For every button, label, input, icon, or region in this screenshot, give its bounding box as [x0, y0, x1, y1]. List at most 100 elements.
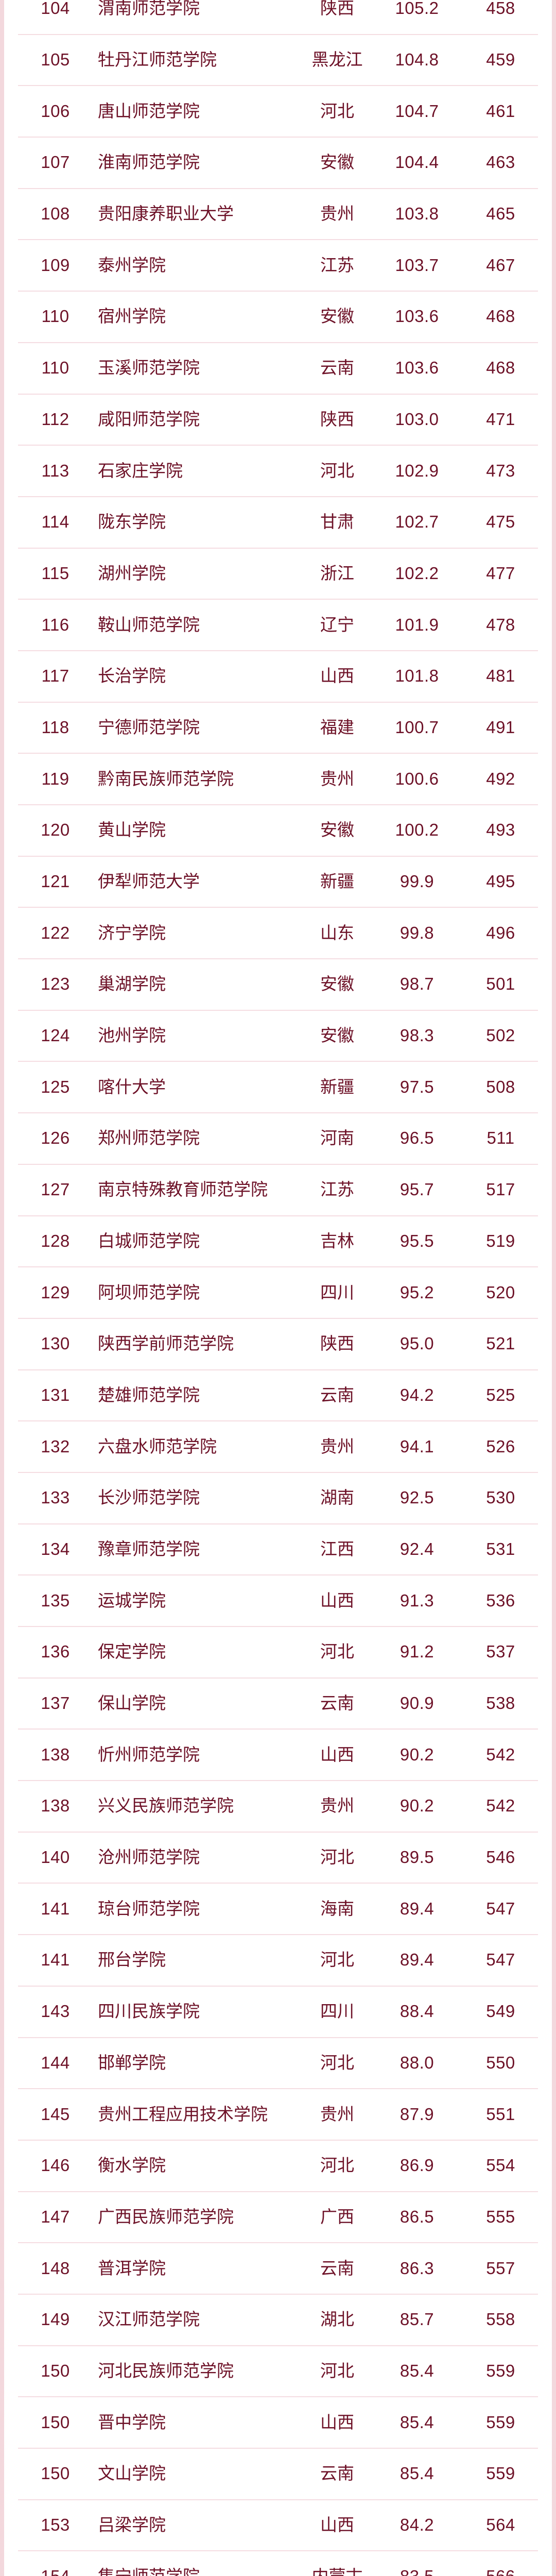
table-row[interactable]: 143 四川民族学院 四川 88.4 549 [0, 1985, 556, 2037]
cell-national-rank: 468 [486, 307, 515, 326]
cell-national-rank: 496 [486, 923, 515, 942]
cell-province: 江苏 [320, 1180, 354, 1199]
table-row[interactable]: 109 泰州学院 江苏 103.7 467 [0, 239, 556, 291]
table-row[interactable]: 137 保山学院 云南 90.9 538 [0, 1677, 556, 1729]
cell-score: 95.7 [399, 1180, 435, 1199]
cell-score: 91.3 [399, 1590, 435, 1610]
table-row[interactable]: 140 沧州师范学院 河北 89.5 546 [0, 1831, 556, 1883]
cell-score: 102.9 [395, 461, 439, 480]
table-row[interactable]: 149 汉江师范学院 湖北 85.7 558 [0, 2293, 556, 2345]
cell-university-name: 长沙师范学院 [98, 1488, 200, 1507]
cell-score: 91.2 [399, 1642, 435, 1662]
table-row[interactable]: 126 郑州师范学院 河南 96.5 511 [0, 1112, 556, 1164]
table-row[interactable]: 124 池州学院 安徽 98.3 502 [0, 1009, 556, 1061]
table-row[interactable]: 121 伊犁师范大学 新疆 99.9 495 [0, 855, 556, 907]
table-row[interactable]: 130 陕西学前师范学院 陕西 95.0 521 [0, 1317, 556, 1369]
table-row[interactable]: 110 玉溪师范学院 云南 103.6 468 [0, 342, 556, 394]
table-row[interactable]: 104 渭南师范学院 陕西 105.2 458 [0, 0, 556, 34]
table-row[interactable]: 131 楚雄师范学院 云南 94.2 525 [0, 1369, 556, 1421]
cell-rank: 123 [41, 974, 70, 994]
cell-national-rank: 473 [486, 461, 515, 480]
table-row[interactable]: 150 河北民族师范学院 河北 85.4 559 [0, 2345, 556, 2397]
cell-rank: 118 [41, 717, 70, 737]
cell-score: 103.6 [395, 358, 439, 378]
cell-university-name: 楚雄师范学院 [98, 1385, 200, 1404]
cell-rank: 138 [41, 1744, 70, 1764]
cell-national-rank: 559 [486, 2361, 515, 2380]
table-row[interactable]: 133 长沙师范学院 湖南 92.5 530 [0, 1471, 556, 1523]
cell-score: 86.3 [399, 2258, 435, 2278]
cell-national-rank: 493 [486, 820, 515, 840]
table-row[interactable]: 108 贵阳康养职业大学 贵州 103.8 465 [0, 188, 556, 240]
table-row[interactable]: 138 忻州师范学院 山西 90.2 542 [0, 1728, 556, 1780]
table-row[interactable]: 125 喀什大学 新疆 97.5 508 [0, 1061, 556, 1112]
table-row[interactable]: 134 豫章师范学院 江西 92.4 531 [0, 1523, 556, 1575]
table-row[interactable]: 117 长治学院 山西 101.8 481 [0, 650, 556, 702]
cell-score: 98.7 [399, 974, 435, 994]
table-row[interactable]: 129 阿坝师范学院 四川 95.2 520 [0, 1266, 556, 1318]
table-row[interactable]: 136 保定学院 河北 91.2 537 [0, 1626, 556, 1677]
table-row[interactable]: 123 巢湖学院 安徽 98.7 501 [0, 958, 556, 1010]
table-row[interactable]: 110 宿州学院 安徽 103.6 468 [0, 291, 556, 342]
cell-province: 云南 [320, 1385, 354, 1404]
table-row[interactable]: 120 黄山学院 安徽 100.2 493 [0, 804, 556, 856]
table-row[interactable]: 115 湖州学院 浙江 102.2 477 [0, 547, 556, 599]
cell-national-rank: 468 [486, 358, 515, 378]
table-row[interactable]: 148 普洱学院 云南 86.3 557 [0, 2242, 556, 2294]
cell-rank: 136 [41, 1642, 70, 1662]
table-row[interactable]: 114 陇东学院 甘肃 102.7 475 [0, 496, 556, 548]
table-row[interactable]: 153 吕梁学院 山西 84.2 564 [0, 2499, 556, 2551]
table-row[interactable]: 146 衡水学院 河北 86.9 554 [0, 2139, 556, 2191]
cell-university-name: 河北民族师范学院 [98, 2361, 234, 2380]
table-row[interactable]: 144 邯郸学院 河北 88.0 550 [0, 2037, 556, 2089]
table-row[interactable]: 141 琼台师范学院 海南 89.4 547 [0, 1883, 556, 1934]
cell-score: 87.9 [399, 2104, 435, 2124]
cell-province: 新疆 [320, 872, 354, 891]
table-row[interactable]: 127 南京特殊教育师范学院 江苏 95.7 517 [0, 1163, 556, 1215]
table-row[interactable]: 154 集宁师范学院内蒙古 83.5 566 [0, 2550, 556, 2576]
table-row[interactable]: 107 淮南师范学院 安徽 104.4 463 [0, 137, 556, 188]
table-row[interactable]: 112 咸阳师范学院 陕西 103.0 471 [0, 393, 556, 445]
cell-rank: 149 [41, 2310, 70, 2329]
cell-rank: 129 [41, 1282, 70, 1302]
cell-national-rank: 520 [486, 1282, 515, 1302]
table-row[interactable]: 145 贵州工程应用技术学院 贵州 87.9 551 [0, 2088, 556, 2140]
cell-province: 河北 [320, 2361, 354, 2380]
cell-score: 102.2 [395, 563, 439, 583]
table-row[interactable]: 150 文山学院 云南 85.4 559 [0, 2448, 556, 2499]
cell-province: 江苏 [320, 255, 354, 275]
cell-university-name: 济宁学院 [98, 923, 166, 942]
cell-university-name: 邢台学院 [98, 1950, 166, 1970]
table-row[interactable]: 138 兴义民族师范学院 贵州 90.2 542 [0, 1780, 556, 1832]
table-row[interactable]: 141 邢台学院 河北 89.4 547 [0, 1934, 556, 1986]
cell-rank: 150 [41, 2412, 70, 2432]
table-row[interactable]: 105 牡丹江师范学院 黑龙江 104.8 459 [0, 33, 556, 86]
cell-national-rank: 495 [486, 872, 515, 891]
cell-rank: 146 [41, 2156, 70, 2175]
table-row[interactable]: 128 白城师范学院 吉林 95.5 519 [0, 1215, 556, 1267]
table-row[interactable]: 135 运城学院 山西 91.3 536 [0, 1574, 556, 1626]
table-row[interactable]: 118 宁德师范学院 福建 100.7 491 [0, 701, 556, 753]
cell-score: 89.4 [399, 1950, 435, 1970]
cell-province: 贵州 [320, 1436, 354, 1456]
cell-rank: 110 [41, 307, 70, 326]
table-row[interactable]: 119 黔南民族师范学院 贵州 100.6 492 [0, 753, 556, 804]
cell-province: 河北 [320, 1642, 354, 1662]
table-row[interactable]: 147 广西民族师范学院 广西 86.5 555 [0, 2191, 556, 2243]
cell-rank: 107 [41, 152, 70, 172]
table-row[interactable]: 106 唐山师范学院 河北 104.7 461 [0, 85, 556, 137]
table-row[interactable]: 122 济宁学院 山东 99.8 496 [0, 907, 556, 958]
cell-rank: 154 [18, 2568, 93, 2576]
cell-national-rank: 478 [486, 615, 515, 634]
table-row[interactable]: 150 晋中学院 山西 85.4 559 [0, 2396, 556, 2448]
cell-national-rank: 531 [486, 1539, 515, 1558]
cell-university-name: 池州学院 [98, 1026, 166, 1045]
cell-score: 95.5 [399, 1231, 435, 1250]
cell-rank: 153 [41, 2515, 70, 2535]
table-row[interactable]: 116 鞍山师范学院 辽宁 101.9 478 [0, 599, 556, 650]
cell-rank: 124 [41, 1026, 70, 1045]
table-row[interactable]: 132 六盘水师范学院 贵州 94.1 526 [0, 1420, 556, 1472]
cell-university-name: 晋中学院 [98, 2412, 166, 2432]
table-row[interactable]: 113 石家庄学院 河北 102.9 473 [0, 445, 556, 496]
